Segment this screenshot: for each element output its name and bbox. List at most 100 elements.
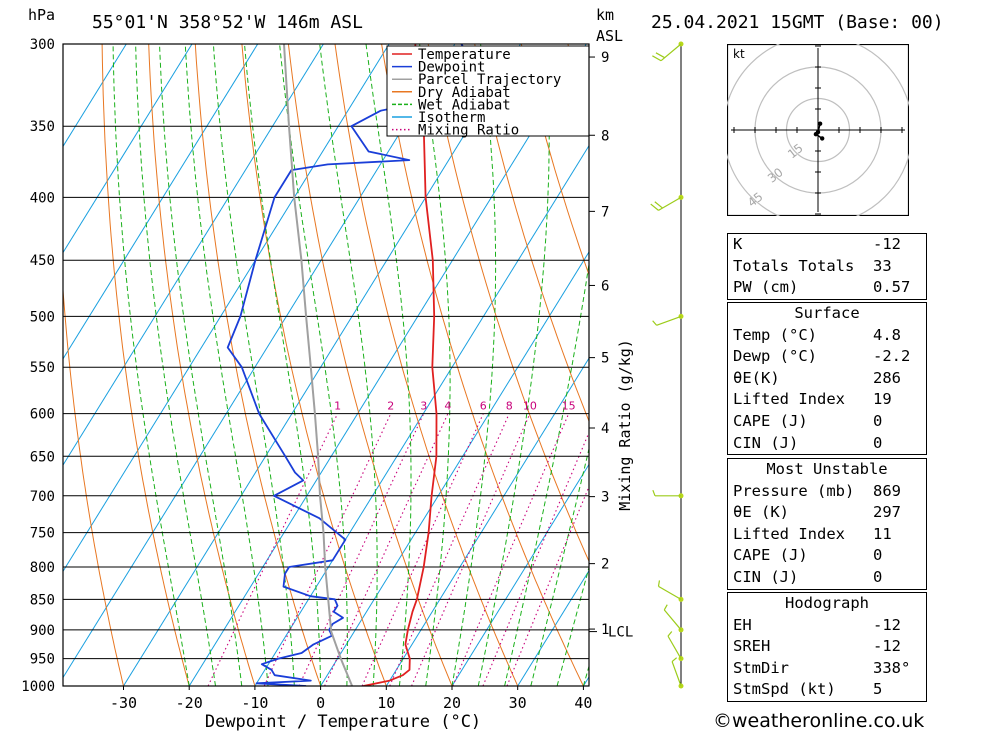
isotherm: [63, 44, 390, 573]
series-dewpoint: [226, 44, 472, 686]
height-tick-label: 2: [601, 557, 609, 573]
hodograph-point: [817, 121, 823, 126]
indices-section-title: Surface: [794, 304, 860, 322]
index-value: 0.57: [873, 278, 911, 297]
height-tick-label: 7: [601, 204, 609, 220]
pressure-tick-label: 400: [30, 190, 55, 206]
height-tick-label: 4: [601, 421, 609, 437]
pressure-tick-label: 350: [30, 119, 55, 135]
height-tick-label: 6: [601, 278, 609, 294]
index-value: 33: [873, 256, 892, 275]
height-tick-label: 3: [601, 490, 609, 506]
temp-tick-label: -30: [110, 694, 137, 712]
index-value: 4.8: [873, 325, 901, 344]
pressure-tick-label: 1000: [21, 679, 55, 695]
isotherm: [63, 44, 259, 360]
index-value: 297: [873, 503, 901, 522]
wet-adiabat: [451, 44, 497, 686]
index-row: Temp (°C) 4.8: [728, 325, 926, 347]
index-value: 11: [873, 524, 892, 543]
pressure-tick-label: 950: [30, 652, 55, 668]
index-label: SREH: [733, 637, 771, 656]
dry-adiabat: [287, 44, 453, 686]
index-value: 5: [873, 680, 883, 699]
index-label: CAPE (J): [733, 411, 808, 430]
mixing-ratio-label: 6: [480, 400, 487, 413]
wind-barb-staff: [667, 635, 682, 659]
pressure-tick-label: 850: [30, 592, 55, 608]
index-label: CIN (J): [733, 433, 799, 452]
legend-entry: Dewpoint: [418, 60, 485, 76]
index-value: 869: [873, 481, 901, 500]
index-value: 338°: [873, 658, 911, 677]
temp-tick-label: 20: [443, 694, 461, 712]
wind-barb-flag: [657, 580, 661, 587]
index-value: 0: [873, 567, 883, 586]
legend-entry: Temperature: [418, 47, 511, 63]
dry-adiabat: [520, 44, 589, 277]
index-row: StmSpd (kt) 5: [728, 679, 926, 701]
mixing-ratio-line: [389, 413, 510, 686]
wind-barb-staff: [671, 661, 682, 687]
wind-barb-flag: [655, 52, 665, 59]
isotherm: [63, 44, 193, 254]
mixing-ratio-label: 10: [523, 400, 537, 413]
index-value: 0: [873, 411, 883, 430]
index-value: -12: [873, 235, 901, 253]
watermark: ©weatheronline.co.uk: [713, 710, 925, 732]
isotherm: [63, 44, 456, 679]
index-value: -12: [873, 615, 901, 634]
mixing-ratio-line: [361, 413, 484, 686]
index-label: EH: [733, 615, 752, 634]
indices-surface: Surface Temp (°C) 4.8 Dewp (°C) -2.2 θE(K) 286…: [727, 302, 927, 456]
series-parcel-trajectory: [283, 44, 354, 686]
pressure-tick-label: 550: [30, 360, 55, 376]
isotherm: [123, 44, 521, 686]
index-label: θE (K): [733, 503, 789, 522]
isotherm: [385, 357, 589, 686]
index-row: Pressure (mb) 869: [728, 481, 926, 503]
isotherm: [254, 144, 589, 686]
mixing-ratio-line: [452, 413, 570, 686]
index-row: EH -12: [728, 615, 926, 637]
index-label: θE(K): [733, 368, 780, 387]
pressure-tick-label: 800: [30, 560, 55, 576]
mixing-ratio-label: 20: [590, 400, 604, 413]
index-value: -2.2: [873, 347, 911, 366]
pressure-tick-label: 750: [30, 526, 55, 542]
wet-adiabat: [556, 565, 589, 686]
index-value: 0: [873, 546, 883, 565]
index-row: StmDir 338°: [728, 658, 926, 680]
datetime-title: 25.04.2021 15GMT (Base: 00): [651, 12, 944, 33]
wind-barb-staff: [660, 43, 682, 62]
wind-barb-staff: [658, 585, 682, 600]
wet-adiabat: [477, 44, 550, 686]
wet-adiabat: [159, 44, 243, 686]
wet-adiabat: [212, 44, 295, 686]
legend-entry: Dry Adiabat: [418, 85, 511, 101]
dry-adiabat: [474, 44, 589, 423]
height-tick-label: 9: [601, 50, 609, 66]
dry-adiabat: [381, 44, 584, 686]
dry-adiabat: [194, 44, 322, 686]
skew-t-chart: 1 2 3 4 6 8 10 15 20 25 TemperatureDewpointParcel…: [21, 37, 720, 732]
wind-barb-flag: [667, 631, 673, 637]
index-label: Totals Totals: [733, 256, 855, 275]
index-row: CAPE (J) 0: [728, 545, 926, 567]
wind-profile: [650, 41, 684, 689]
index-row: SREH -12: [728, 636, 926, 658]
wind-barb-flag: [654, 201, 663, 209]
wet-adiabat: [279, 44, 348, 686]
wind-barb-flag: [652, 320, 658, 326]
hodograph-point: [820, 136, 825, 141]
isotherm: [451, 463, 589, 686]
mixing-ratio-label: 3: [420, 400, 427, 413]
x-axis-label: Dewpoint / Temperature (°C): [205, 712, 481, 732]
dry-adiabat: [661, 44, 720, 686]
index-value: -12: [873, 637, 901, 656]
index-row: PW (cm) 0.57: [728, 277, 926, 299]
wind-barb-flag: [652, 55, 662, 62]
wind-barb-flag: [671, 657, 678, 663]
